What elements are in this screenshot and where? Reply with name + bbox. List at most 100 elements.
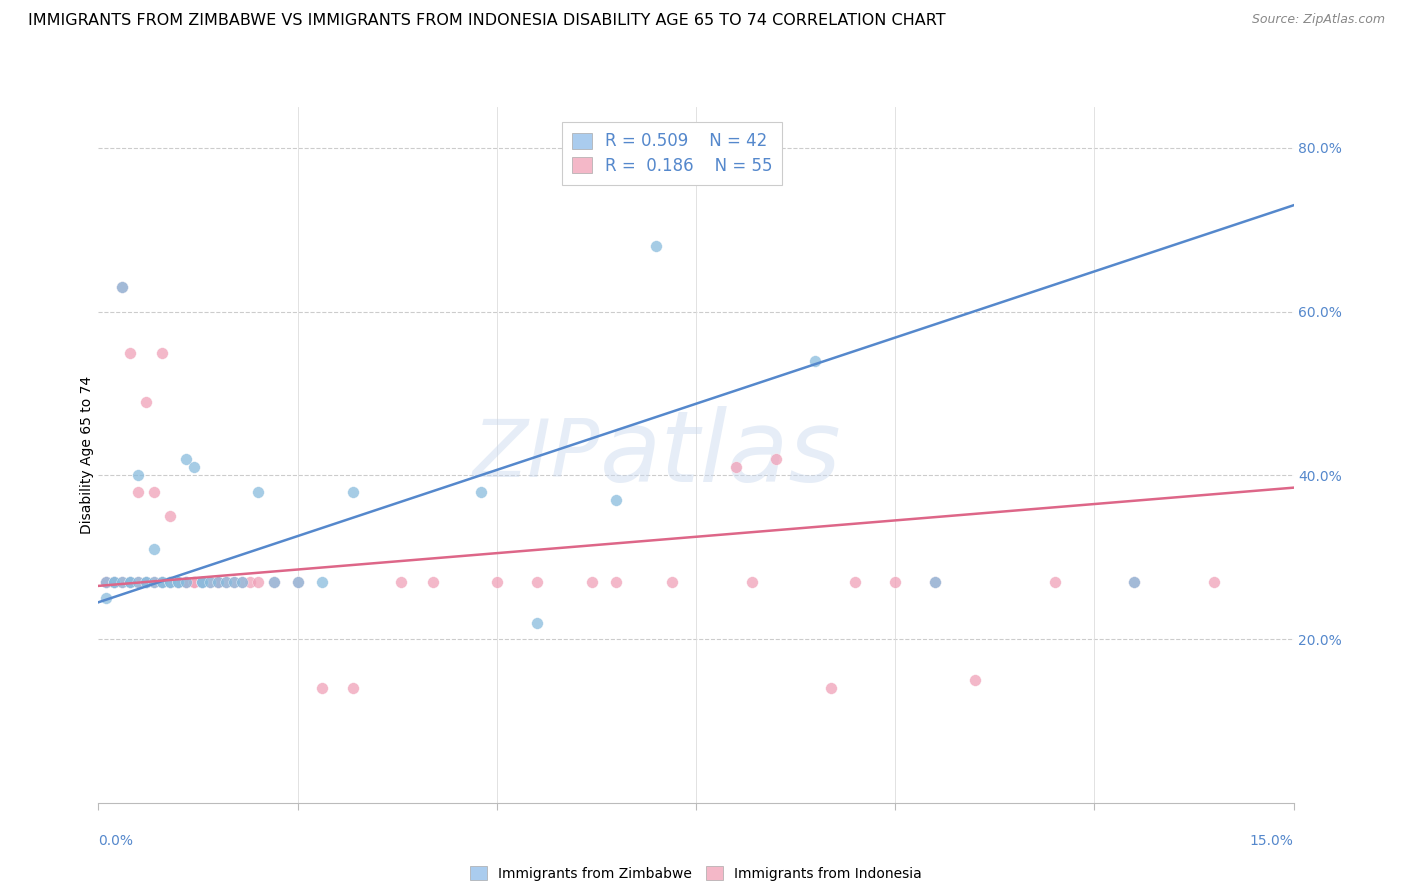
Point — [581, 574, 603, 589]
Point — [96, 574, 118, 589]
Point — [103, 574, 125, 589]
Point — [150, 574, 173, 589]
Point — [231, 574, 253, 589]
Text: Source: ZipAtlas.com: Source: ZipAtlas.com — [1251, 13, 1385, 27]
Point — [287, 574, 309, 589]
Point — [127, 484, 149, 499]
Point — [167, 574, 190, 589]
Point — [924, 574, 946, 589]
Point — [645, 239, 668, 253]
Point — [127, 468, 149, 483]
Point — [103, 574, 125, 589]
Point — [342, 681, 364, 696]
Point — [96, 574, 118, 589]
Point — [159, 574, 181, 589]
Point — [526, 615, 548, 630]
Point — [422, 574, 444, 589]
Point — [127, 574, 149, 589]
Point — [661, 574, 683, 589]
Point — [246, 484, 269, 499]
Point — [183, 460, 205, 475]
Point — [263, 574, 285, 589]
Point — [120, 574, 142, 589]
Point — [222, 574, 245, 589]
Text: atlas: atlas — [600, 407, 842, 503]
Point — [198, 574, 221, 589]
Point — [183, 574, 205, 589]
Point — [222, 574, 245, 589]
Point — [96, 591, 118, 606]
Point — [167, 574, 190, 589]
Point — [1123, 574, 1146, 589]
Point — [246, 574, 269, 589]
Point — [470, 484, 492, 499]
Point — [239, 574, 262, 589]
Point — [120, 574, 142, 589]
Point — [143, 574, 166, 589]
Point — [765, 452, 787, 467]
Point — [135, 394, 157, 409]
Point — [159, 574, 181, 589]
Text: IMMIGRANTS FROM ZIMBABWE VS IMMIGRANTS FROM INDONESIA DISABILITY AGE 65 TO 74 CO: IMMIGRANTS FROM ZIMBABWE VS IMMIGRANTS F… — [28, 13, 946, 29]
Legend: Immigrants from Zimbabwe, Immigrants from Indonesia: Immigrants from Zimbabwe, Immigrants fro… — [465, 861, 927, 887]
Point — [174, 452, 197, 467]
Point — [120, 345, 142, 359]
Y-axis label: Disability Age 65 to 74: Disability Age 65 to 74 — [80, 376, 94, 534]
Point — [311, 574, 333, 589]
Point — [143, 484, 166, 499]
Point — [111, 280, 134, 294]
Point — [159, 509, 181, 524]
Point — [143, 574, 166, 589]
Point — [198, 574, 221, 589]
Point — [191, 574, 214, 589]
Point — [207, 574, 229, 589]
Point — [135, 574, 157, 589]
Point — [111, 280, 134, 294]
Point — [1043, 574, 1066, 589]
Point — [485, 574, 508, 589]
Point — [96, 574, 118, 589]
Point — [1202, 574, 1225, 589]
Point — [311, 681, 333, 696]
Point — [135, 574, 157, 589]
Point — [389, 574, 412, 589]
Point — [174, 574, 197, 589]
Point — [884, 574, 907, 589]
Point — [207, 574, 229, 589]
Point — [215, 574, 238, 589]
Point — [167, 574, 190, 589]
Point — [820, 681, 842, 696]
Point — [526, 574, 548, 589]
Text: 15.0%: 15.0% — [1250, 834, 1294, 848]
Point — [605, 492, 627, 507]
Point — [263, 574, 285, 589]
Point — [150, 574, 173, 589]
Point — [924, 574, 946, 589]
Point — [150, 574, 173, 589]
Point — [174, 574, 197, 589]
Point — [111, 574, 134, 589]
Point — [207, 574, 229, 589]
Point — [342, 484, 364, 499]
Point — [605, 574, 627, 589]
Point — [167, 574, 190, 589]
Point — [191, 574, 214, 589]
Point — [191, 574, 214, 589]
Point — [127, 574, 149, 589]
Point — [215, 574, 238, 589]
Point — [724, 460, 747, 475]
Point — [231, 574, 253, 589]
Point — [963, 673, 986, 687]
Point — [1123, 574, 1146, 589]
Point — [143, 542, 166, 557]
Point — [287, 574, 309, 589]
Text: 0.0%: 0.0% — [98, 834, 134, 848]
Point — [159, 574, 181, 589]
Point — [103, 574, 125, 589]
Point — [844, 574, 866, 589]
Text: ZIP: ZIP — [472, 416, 600, 494]
Point — [111, 574, 134, 589]
Point — [183, 574, 205, 589]
Point — [150, 345, 173, 359]
Point — [741, 574, 763, 589]
